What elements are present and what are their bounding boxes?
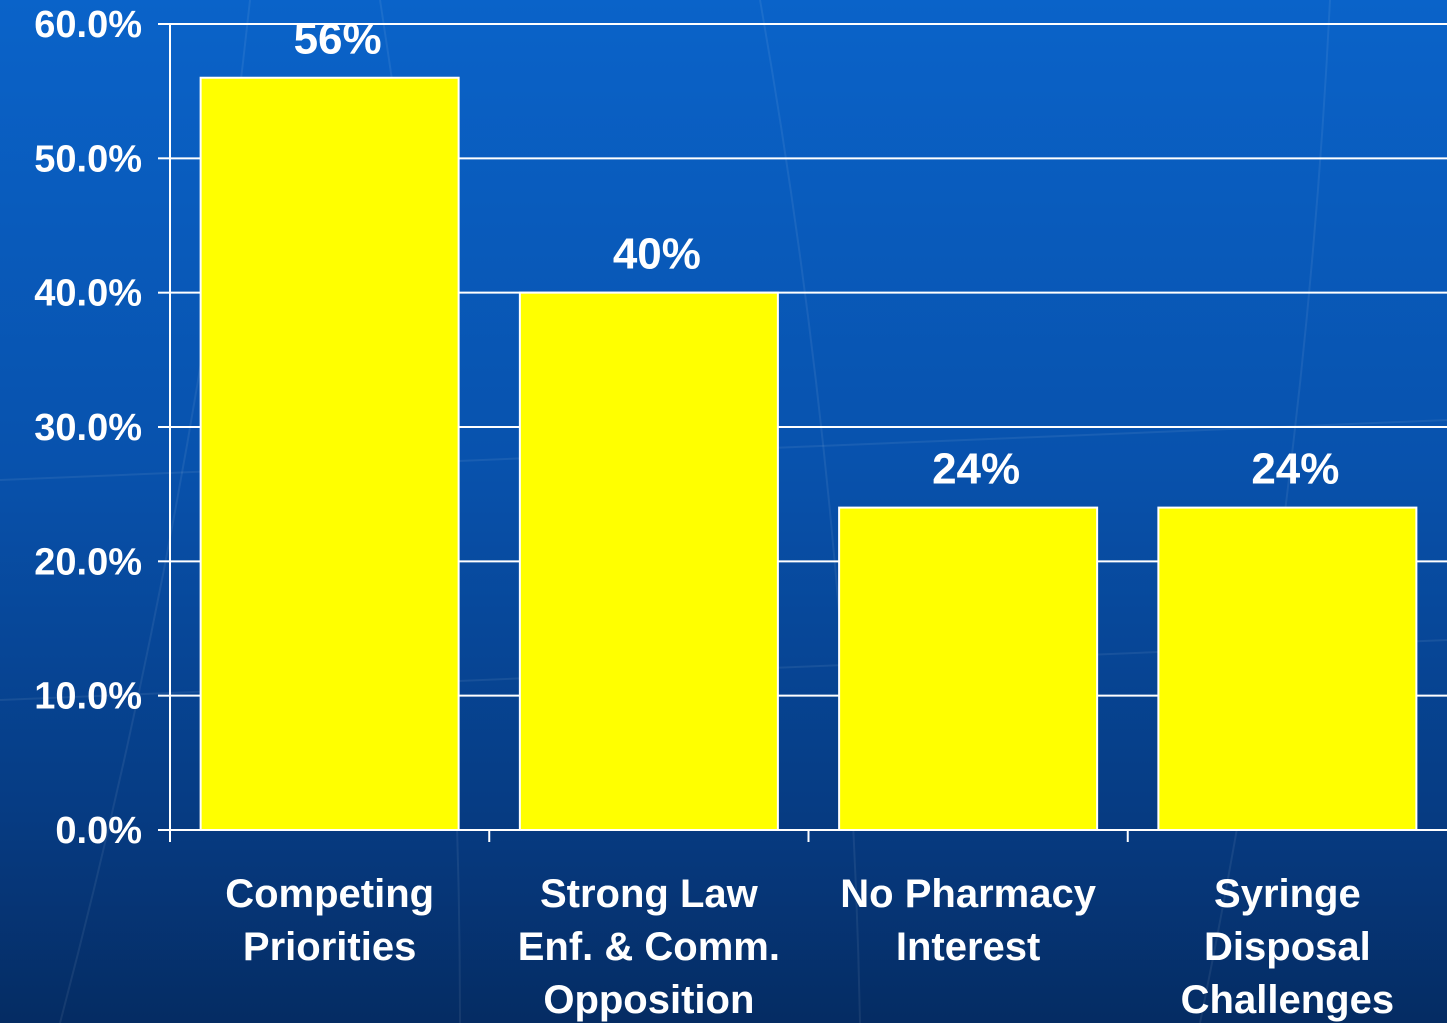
category-label: Syringe Disposal Challenges xyxy=(1181,872,1394,1022)
category-label-line: Priorities xyxy=(243,925,416,969)
category-label-line: Syringe xyxy=(1214,872,1361,916)
category-label-line: No Pharmacy xyxy=(840,872,1096,916)
data-label: 40% xyxy=(613,230,701,279)
category-label: No Pharmacy Interest xyxy=(840,872,1096,969)
y-tick-label: 60.0% xyxy=(34,4,142,46)
category-label-line: Interest xyxy=(896,925,1041,969)
bar xyxy=(1157,506,1418,831)
category-labels: Competing Priorities Strong Law Enf. & Comm… xyxy=(225,872,1394,1022)
data-label: 24% xyxy=(1251,445,1339,494)
y-tick-labels: 0.0% 10.0% 20.0% 30.0% 40.0% 50.0% 60.0% xyxy=(34,4,142,852)
bars xyxy=(199,76,1418,831)
axes xyxy=(158,23,1447,842)
category-label-line: Challenges xyxy=(1181,978,1394,1022)
y-tick-label: 50.0% xyxy=(34,138,142,180)
category-label-line: Opposition xyxy=(543,978,754,1022)
category-label-line: Disposal xyxy=(1204,925,1371,969)
category-label-line: Strong Law xyxy=(540,872,759,916)
y-tick-label: 10.0% xyxy=(34,676,142,718)
data-label: 24% xyxy=(932,445,1020,494)
category-label-line: Competing xyxy=(225,872,434,916)
bar xyxy=(199,76,460,831)
category-label: Competing Priorities xyxy=(225,872,434,969)
data-label: 56% xyxy=(294,15,382,64)
y-tick-label: 30.0% xyxy=(34,407,142,449)
decor-line xyxy=(759,0,861,1023)
category-label: Strong Law Enf. & Comm. Opposition xyxy=(518,872,780,1022)
bar xyxy=(518,291,779,831)
y-tick-label: 40.0% xyxy=(34,273,142,315)
y-tick-label: 0.0% xyxy=(55,810,142,852)
bar xyxy=(838,506,1099,831)
category-label-line: Enf. & Comm. xyxy=(518,925,780,969)
y-tick-label: 20.0% xyxy=(34,541,142,583)
data-labels: 56% 40% 24% 24% xyxy=(294,15,1340,494)
